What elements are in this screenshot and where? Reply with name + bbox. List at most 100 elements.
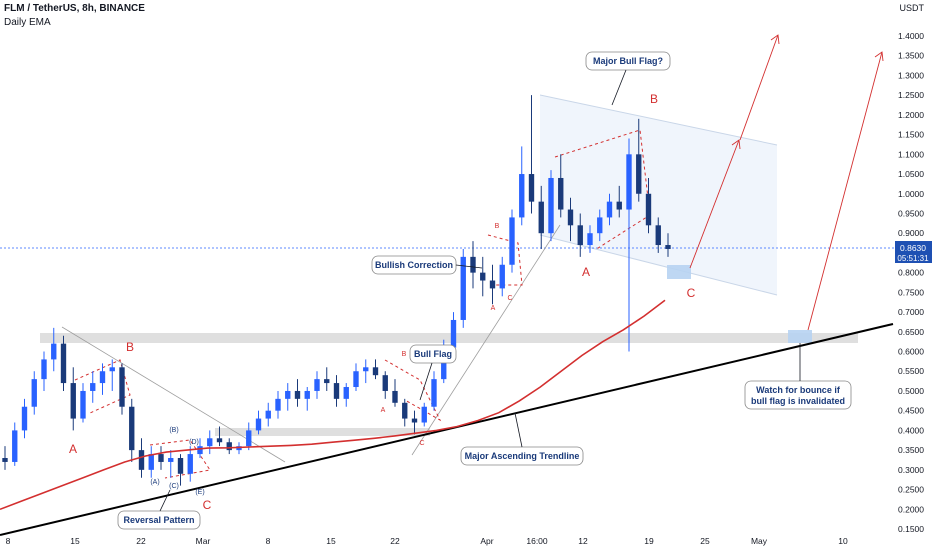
candle-body [499, 264, 505, 289]
x-tick-label: 8 [6, 536, 11, 546]
major-bull-flag-channel [540, 95, 777, 295]
svg-text:Bull Flag: Bull Flag [414, 349, 452, 359]
candle-body [21, 406, 28, 431]
candle-body [402, 402, 408, 419]
wave-label-big-3: C [203, 498, 212, 512]
y-tick-label: 1.1500 [898, 130, 924, 140]
indicator-legend[interactable]: Daily EMA [4, 17, 51, 28]
downtrend-line [61, 326, 286, 463]
wave-label-big-5: B [650, 92, 658, 106]
candle-body [168, 458, 174, 462]
y-tick-label: 0.9000 [898, 228, 924, 238]
callout-major-bull-flag: Major Bull Flag? [585, 51, 671, 106]
candle-body [645, 193, 652, 226]
price-axis[interactable]: 0.1500 0.2000 0.2500 0.3000 0.3500 0.4000 0.45… [898, 31, 924, 534]
y-tick-label: 1.0000 [898, 189, 924, 199]
wave-label-sub-b: (B) [169, 427, 178, 434]
candle-body [392, 390, 398, 403]
pattern-dashes [74, 129, 651, 479]
candle-body [597, 217, 603, 234]
candle-body [353, 371, 359, 388]
candlestick-series [2, 95, 671, 486]
x-tick-label: 22 [136, 536, 146, 546]
candle-body [99, 371, 106, 384]
y-tick-label: 1.0500 [898, 169, 924, 179]
y-tick-label: 0.4500 [898, 406, 924, 416]
svg-text:bull flag is invalidated: bull flag is invalidated [751, 396, 845, 406]
candle-body [528, 174, 535, 202]
candle-body [372, 367, 379, 376]
candle-body [577, 225, 583, 246]
candle-body [265, 410, 271, 419]
candle-body [197, 446, 203, 455]
candle-body [60, 343, 67, 384]
candle-body [70, 383, 76, 419]
x-tick-label: 15 [70, 536, 80, 546]
candle-body [31, 379, 37, 407]
candle-body [304, 390, 310, 399]
candle-body [109, 367, 115, 372]
y-tick-label: 0.3000 [898, 465, 924, 475]
flag-upper-boundary [539, 94, 778, 146]
wave-label-big-4: A [582, 265, 590, 279]
svg-text:Major Ascending Trendline: Major Ascending Trendline [465, 451, 580, 461]
candle-body [626, 154, 632, 210]
candle-body [275, 398, 281, 411]
y-tick-label: 0.6500 [898, 327, 924, 337]
candle-body [460, 256, 466, 320]
candle-body [509, 217, 515, 265]
candle-body [177, 458, 184, 474]
x-tick-label: 8 [266, 536, 271, 546]
candle-body [636, 154, 642, 194]
candle-body [421, 406, 427, 423]
y-tick-label: 0.1500 [898, 524, 924, 534]
candle-body [606, 201, 613, 218]
y-tick-label: 0.2500 [898, 485, 924, 495]
svg-text:Major Bull Flag?: Major Bull Flag? [593, 56, 663, 66]
y-tick-label: 0.4000 [898, 425, 924, 435]
candle-body [129, 406, 135, 451]
candle-body [489, 280, 496, 289]
wave-label-small-1: A [381, 407, 386, 414]
last-price-value: 0.8630 [900, 243, 926, 253]
candle-body [158, 454, 164, 462]
candle-body [470, 256, 476, 273]
candle-body [2, 458, 8, 462]
candle-body [431, 379, 437, 407]
y-tick-label: 1.2500 [898, 90, 924, 100]
time-axis[interactable]: 8 15 22 Mar 8 15 22 Apr 16:00 12 19 25 May 10 [6, 536, 848, 546]
candle-body [567, 209, 574, 226]
x-tick-label: 15 [326, 536, 336, 546]
candle-body [450, 319, 457, 348]
candle-body [80, 390, 86, 419]
wave-label-small-5: B [495, 223, 500, 230]
x-tick-label: 22 [390, 536, 400, 546]
candle-body [411, 418, 418, 423]
wave-label-small-4: A [491, 305, 496, 312]
x-tick-label: 19 [644, 536, 654, 546]
wave-label-small-3: C [419, 440, 424, 447]
candle-body [90, 383, 96, 391]
x-tick-label: 25 [700, 536, 710, 546]
y-tick-label: 0.8000 [898, 268, 924, 278]
callout-watch-bounce: Watch for bounce if bull flag is invalid… [744, 343, 852, 410]
candle-body [558, 177, 564, 210]
y-tick-label: 0.6000 [898, 347, 924, 357]
wave-label-sub-a: (A) [150, 479, 159, 486]
svg-text:Reversal Pattern: Reversal Pattern [123, 515, 194, 525]
callout-major-trendline: Major Ascending Trendline [460, 412, 584, 466]
candle-body [294, 390, 301, 399]
y-tick-label: 0.7000 [898, 307, 924, 317]
wave-label-big-1: A [69, 442, 77, 456]
callout-reversal-pattern: Reversal Pattern [117, 489, 201, 530]
candle-body [538, 201, 544, 234]
candle-body [655, 225, 661, 246]
y-tick-label: 0.5500 [898, 366, 924, 376]
callout-bull-flag: Bull Flag [409, 344, 457, 401]
y-tick-label: 1.3000 [898, 70, 924, 80]
candle-body [207, 438, 213, 447]
ema-line [0, 299, 666, 511]
wave-label-small-6: C [507, 295, 512, 302]
wave-label-sub-d: (D) [189, 439, 199, 446]
